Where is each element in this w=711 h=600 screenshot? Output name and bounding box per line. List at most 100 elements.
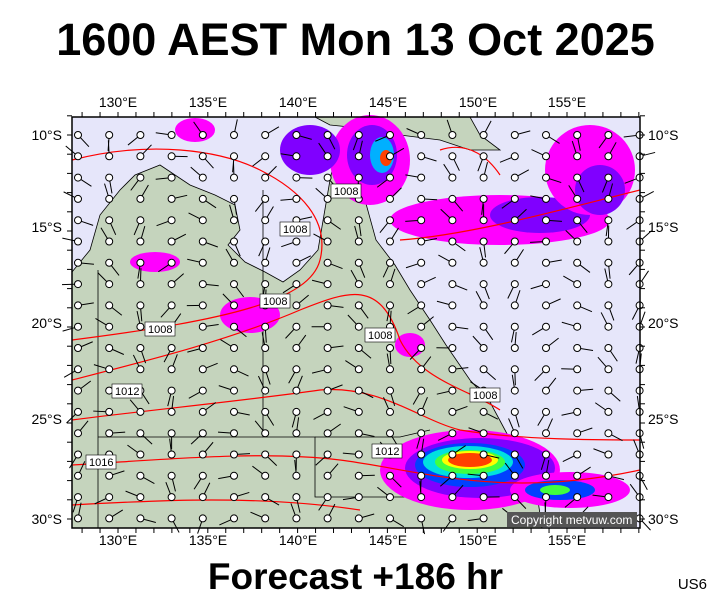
station-marker [448, 173, 457, 182]
station-marker [292, 344, 301, 352]
station-marker [74, 407, 82, 416]
model-code: US6 [677, 576, 707, 593]
station-marker [167, 493, 176, 502]
station-marker [542, 131, 550, 139]
station-marker [230, 450, 238, 459]
lon-labels: 130°E 135°E 140°E 145°E 150°E 155°E 130°… [99, 94, 586, 548]
lat-label: 30°S [648, 511, 679, 527]
station-marker [510, 152, 519, 161]
station-marker [604, 344, 613, 352]
lat-label: 10°S [31, 127, 62, 143]
station-marker [604, 194, 613, 203]
station-marker [136, 216, 145, 225]
station-marker [261, 173, 270, 182]
station-marker [167, 237, 176, 246]
station-marker [105, 173, 114, 182]
station-marker [261, 429, 270, 438]
station-marker [198, 450, 207, 459]
station-marker [573, 386, 582, 395]
station-marker [198, 131, 207, 139]
station-marker [417, 173, 426, 182]
station-marker [261, 344, 270, 352]
station-marker [417, 322, 426, 331]
station-marker [604, 216, 613, 225]
station-marker [136, 173, 145, 182]
station-marker [105, 471, 114, 480]
forecast-label: Forecast +186 hr [207, 556, 504, 597]
station-marker [74, 152, 82, 161]
station-marker [604, 280, 613, 289]
station-marker [510, 450, 519, 459]
station-marker [448, 514, 457, 523]
station-marker [479, 258, 488, 267]
station-marker [261, 131, 270, 139]
station-marker [167, 194, 176, 203]
station-marker [448, 493, 457, 502]
station-marker [573, 301, 582, 310]
station-marker [105, 131, 114, 139]
isobar-label: 1008 [144, 321, 176, 337]
isobar-label: 1012 [111, 383, 143, 399]
station-marker [604, 152, 613, 161]
station-marker [167, 407, 176, 416]
station-marker [510, 301, 519, 310]
lat-label: 25°S [31, 411, 62, 427]
station-marker [230, 152, 238, 161]
station-marker [510, 365, 519, 374]
station-marker [292, 407, 301, 416]
station-marker [542, 173, 550, 182]
station-marker [386, 301, 394, 310]
station-marker [386, 258, 394, 267]
station-marker [386, 237, 394, 246]
station-marker [261, 152, 270, 161]
isobars [71, 146, 641, 511]
station-marker [417, 194, 426, 203]
station-marker [323, 322, 332, 331]
station-marker [542, 429, 550, 438]
station-marker [198, 237, 207, 246]
station-marker [261, 322, 270, 331]
station-marker [230, 216, 238, 225]
station-marker [573, 152, 582, 161]
station-marker [510, 429, 519, 438]
station-marker [510, 131, 519, 139]
station-marker [292, 514, 301, 523]
station-marker [198, 152, 207, 161]
station-marker [479, 173, 488, 182]
station-marker [479, 280, 488, 289]
station-marker [354, 237, 363, 246]
station-marker [198, 471, 207, 480]
station-marker [354, 152, 363, 161]
lon-label: 150°E [459, 94, 497, 110]
station-marker [292, 450, 301, 459]
station-marker [573, 429, 582, 438]
isobar-label: 1008 [469, 387, 501, 403]
station-marker [167, 429, 176, 438]
station-marker [542, 407, 550, 416]
station-marker [542, 386, 550, 395]
station-marker [573, 258, 582, 267]
station-marker [230, 131, 238, 139]
station-marker [448, 386, 457, 395]
station-marker [292, 386, 301, 395]
station-marker [292, 471, 301, 480]
station-marker [74, 280, 82, 289]
station-marker [198, 216, 207, 225]
station-marker [105, 344, 114, 352]
station-marker [323, 344, 332, 352]
station-marker [573, 471, 582, 480]
station-marker [448, 194, 457, 203]
station-marker [510, 493, 519, 502]
station-marker [386, 194, 394, 203]
station-marker [542, 322, 550, 331]
station-marker [323, 386, 332, 395]
station-marker [510, 322, 519, 331]
station-marker [323, 216, 332, 225]
station-marker [417, 514, 426, 523]
station-marker [354, 258, 363, 267]
station-marker [230, 514, 238, 523]
station-marker [573, 450, 582, 459]
station-marker [386, 493, 394, 502]
station-marker [542, 471, 550, 480]
